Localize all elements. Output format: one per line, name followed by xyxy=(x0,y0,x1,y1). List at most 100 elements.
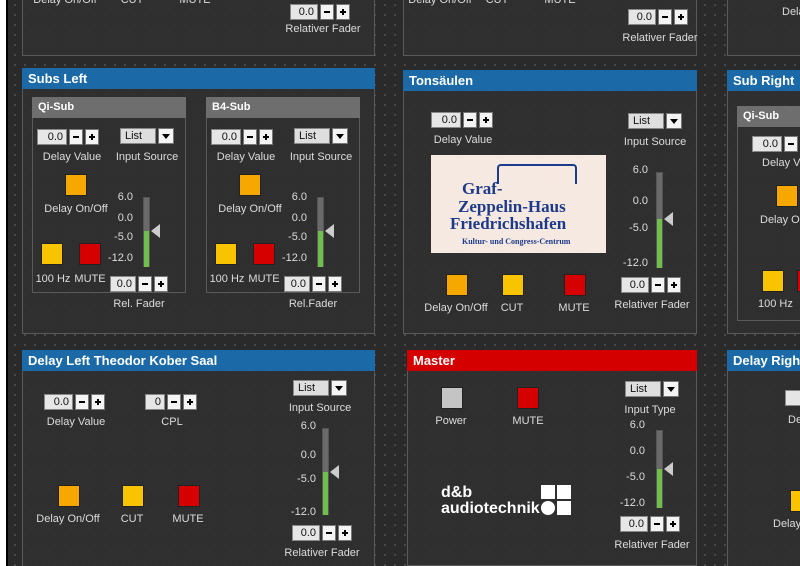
toggle-button[interactable] xyxy=(446,274,468,296)
scale-label: 6.0 xyxy=(632,164,648,176)
label: MUTE xyxy=(74,273,106,285)
fader-handle[interactable] xyxy=(664,462,673,476)
toggle-button[interactable] xyxy=(58,485,80,507)
toggle-button[interactable] xyxy=(65,174,87,196)
minus-button[interactable] xyxy=(138,276,152,292)
plus-button[interactable] xyxy=(183,394,197,410)
dropdown-arrow[interactable] xyxy=(158,128,174,144)
scale-label: -5.0 xyxy=(629,222,648,234)
value-box[interactable]: 0.0 xyxy=(211,129,241,145)
panel-header: Master xyxy=(407,350,697,371)
label: Relativer Fader xyxy=(614,299,690,311)
toggle-button[interactable] xyxy=(441,387,463,409)
minus-button[interactable] xyxy=(243,129,257,145)
icon xyxy=(162,134,170,139)
fader-handle[interactable] xyxy=(151,224,160,238)
label: Delay Value xyxy=(433,134,493,146)
plus-button[interactable] xyxy=(328,276,342,292)
toggle-button[interactable] xyxy=(215,243,237,265)
plus-button[interactable] xyxy=(154,276,168,292)
plus-button[interactable] xyxy=(674,9,688,25)
plus-button[interactable] xyxy=(338,525,352,541)
icon xyxy=(160,281,162,287)
minus-button[interactable] xyxy=(69,129,83,145)
scale-label: -12.0 xyxy=(290,506,316,518)
dropdown-arrow[interactable] xyxy=(331,380,347,396)
scale-label: 0.0 xyxy=(632,195,648,207)
icon xyxy=(673,282,675,288)
label: Delay On xyxy=(760,214,800,226)
minus-button[interactable] xyxy=(658,9,672,25)
icon xyxy=(324,11,330,13)
fader-level xyxy=(657,219,662,268)
toggle-button[interactable] xyxy=(762,270,784,292)
toggle-button[interactable] xyxy=(122,485,144,507)
plus-button[interactable] xyxy=(667,277,681,293)
toggle-button[interactable] xyxy=(776,185,798,207)
fader-handle[interactable] xyxy=(664,212,673,226)
label: MUTE xyxy=(512,415,544,427)
label: Relativer Fader xyxy=(285,23,361,35)
dropdown-arrow[interactable] xyxy=(663,381,679,397)
plus-button[interactable] xyxy=(85,129,99,145)
value-box[interactable]: 0.0 xyxy=(752,136,782,152)
toggle-button[interactable] xyxy=(79,243,101,265)
plus-button[interactable] xyxy=(666,516,680,532)
value-box[interactable]: 0.0 xyxy=(292,525,320,541)
label: 100 Hz xyxy=(209,273,245,285)
scale-label: -12.0 xyxy=(622,257,648,269)
minus-button[interactable] xyxy=(75,394,89,410)
dropdown-arrow[interactable] xyxy=(666,113,682,129)
value-box[interactable]: 0.0 xyxy=(621,277,649,293)
minus-button[interactable] xyxy=(312,276,326,292)
logo-square xyxy=(557,485,571,499)
plus-button[interactable] xyxy=(479,112,493,128)
icon xyxy=(344,530,346,536)
minus-button[interactable] xyxy=(320,4,334,20)
minus-button[interactable] xyxy=(322,525,336,541)
toggle-button[interactable] xyxy=(253,243,275,265)
toggle-button[interactable] xyxy=(790,490,800,512)
dropdown-arrow[interactable] xyxy=(332,128,348,144)
minus-button[interactable] xyxy=(463,112,477,128)
value-box[interactable]: 0.0 xyxy=(431,112,461,128)
value-box[interactable]: 0.0 xyxy=(37,129,67,145)
dropdown[interactable]: List xyxy=(294,128,330,144)
scale-label: 0.0 xyxy=(300,449,316,461)
minus-button[interactable] xyxy=(784,136,798,152)
toggle-button[interactable] xyxy=(564,274,586,296)
label: Input Source xyxy=(115,151,179,163)
dropdown[interactable]: List xyxy=(293,380,329,396)
value-box[interactable]: 0.0 xyxy=(110,276,136,292)
toggle-button[interactable] xyxy=(502,274,524,296)
value-box[interactable]: 0.0 xyxy=(620,516,648,532)
dropdown[interactable]: List xyxy=(120,128,156,144)
minus-button[interactable] xyxy=(167,394,181,410)
logo-square xyxy=(541,485,555,499)
value-box[interactable]: 0.0 xyxy=(628,9,656,25)
label: Delay xyxy=(773,518,800,530)
dropdown[interactable]: List xyxy=(628,113,664,129)
value-box[interactable] xyxy=(785,390,800,406)
minus-button[interactable] xyxy=(651,277,665,293)
logo-text: Kultur- und Congress-Centrum xyxy=(462,237,571,246)
plus-button[interactable] xyxy=(336,4,350,20)
plus-button[interactable] xyxy=(91,394,105,410)
toggle-button[interactable] xyxy=(239,174,261,196)
minus-button[interactable] xyxy=(650,516,664,532)
fader-handle[interactable] xyxy=(330,465,339,479)
toggle-button[interactable] xyxy=(517,387,539,409)
value-box[interactable]: 0.0 xyxy=(44,394,73,410)
plus-button[interactable] xyxy=(259,129,273,145)
toggle-button[interactable] xyxy=(178,485,200,507)
fader-handle[interactable] xyxy=(325,224,334,238)
label: Relativer Fader xyxy=(284,547,360,559)
toggle-button[interactable] xyxy=(797,270,800,292)
value-box[interactable]: 0.0 xyxy=(284,276,310,292)
value-box[interactable]: 0 xyxy=(145,394,165,410)
value-box[interactable]: 0.0 xyxy=(290,4,318,20)
toggle-button[interactable] xyxy=(41,243,63,265)
dropdown[interactable]: List xyxy=(625,381,661,397)
fader-level xyxy=(318,231,323,267)
